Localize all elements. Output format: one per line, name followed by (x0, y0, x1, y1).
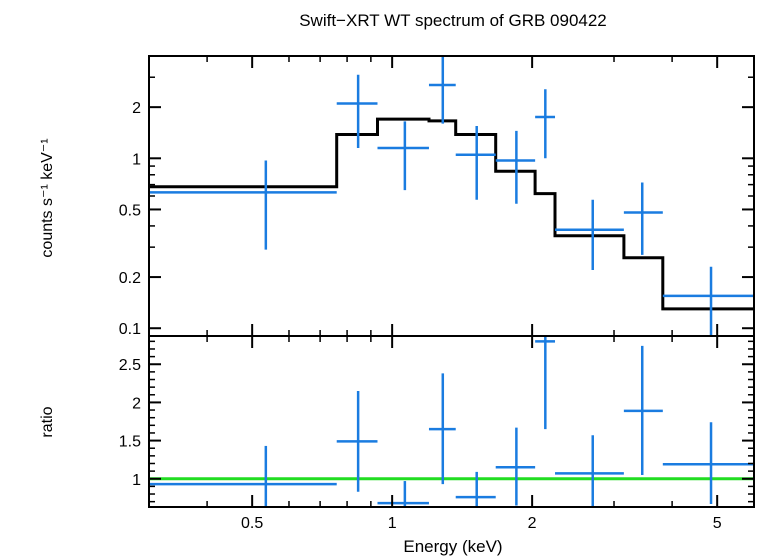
ratio-data-point-1 (149, 445, 337, 507)
panel-spectrum: 0.1 0.2 0.5 1 2 (119, 55, 755, 338)
spectrum-data-point-10 (662, 266, 754, 336)
ratio-y-tick-label: 1.5 (119, 434, 141, 451)
y-axis-label-ratio: ratio (39, 406, 56, 437)
ratio-data-point-4 (428, 373, 456, 485)
ratio-data-point-6 (495, 427, 536, 506)
ratio-y-tick-label: 2 (132, 395, 141, 412)
ratio-data-point-2 (336, 390, 378, 492)
spectrum-data-point-4 (428, 56, 456, 124)
spectrum-data-point-8 (555, 199, 624, 271)
x-tick-label: 1 (388, 515, 397, 532)
x-tick-label: 2 (528, 515, 537, 532)
x-tick-label: 0.5 (241, 515, 263, 532)
spectrum-data-point-2 (336, 74, 378, 148)
ratio-frame (148, 335, 755, 508)
ratio-data-point-8 (555, 435, 624, 507)
ratio-data-point-3 (377, 481, 429, 507)
ratio-data-point-10 (662, 422, 754, 504)
spectrum-data-point-6 (495, 130, 536, 204)
x-axis-label: Energy (keV) (403, 537, 502, 556)
ratio-data-point-5 (455, 471, 496, 507)
spectrum-y-tick-label: 1 (132, 151, 141, 168)
chart-title: Swift−XRT WT spectrum of GRB 090422 (299, 11, 607, 30)
x-tick-label: 5 (713, 515, 722, 532)
model-step-line (149, 117, 754, 311)
spectrum-data-point-7 (535, 89, 556, 159)
spectrum-y-tick-label: 2 (132, 100, 141, 117)
plot-area: 0.1 0.2 0.5 1 2 1 1.5 2 2.5 0.5 1 2 5 (119, 55, 755, 532)
spectrum-data-point-3 (377, 121, 429, 191)
ratio-y-tick-label: 2.5 (119, 357, 141, 374)
y-axis-label-spectrum: counts s⁻¹ keV⁻¹ (39, 138, 56, 257)
ratio-data-point-7 (535, 336, 556, 430)
spectrum-data-point-9 (623, 182, 663, 255)
ratio-data-point-9 (623, 345, 663, 475)
panel-ratio: 1 1.5 2 2.5 0.5 1 2 5 (119, 335, 755, 532)
spectrum-data-point-5 (455, 125, 496, 200)
spectrum-y-tick-label: 0.1 (119, 321, 141, 338)
spectrum-data-point-1 (149, 160, 337, 250)
spectrum-y-tick-label: 0.5 (119, 202, 141, 219)
ratio-y-tick-label: 1 (132, 472, 141, 489)
spectrum-y-tick-label: 0.2 (119, 270, 141, 287)
